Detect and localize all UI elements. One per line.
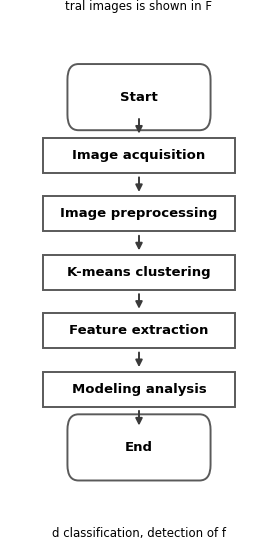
Text: d classification, detection of f: d classification, detection of f [52,527,226,538]
Text: Start: Start [120,90,158,104]
FancyBboxPatch shape [43,313,235,348]
FancyBboxPatch shape [43,255,235,290]
Text: tral images is shown in F: tral images is shown in F [66,0,212,13]
FancyBboxPatch shape [68,414,210,480]
Text: Image preprocessing: Image preprocessing [60,207,218,221]
Text: K-means clustering: K-means clustering [67,266,211,279]
FancyBboxPatch shape [68,64,210,130]
FancyBboxPatch shape [43,138,235,173]
Text: End: End [125,441,153,454]
FancyBboxPatch shape [43,196,235,231]
Text: Feature extraction: Feature extraction [69,324,209,337]
FancyBboxPatch shape [43,372,235,407]
Text: Modeling analysis: Modeling analysis [72,383,206,395]
Text: Image acquisition: Image acquisition [72,149,206,162]
